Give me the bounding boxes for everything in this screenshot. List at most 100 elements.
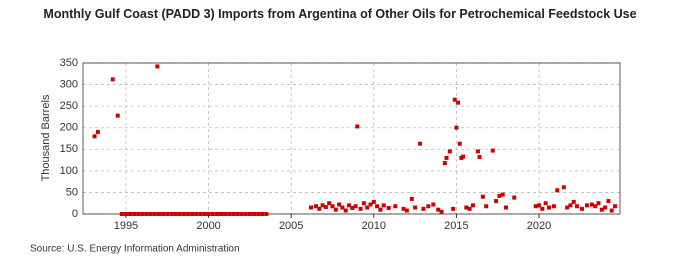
data-point: [452, 97, 457, 102]
data-point: [447, 149, 452, 154]
data-point: [457, 141, 462, 146]
data-point: [92, 134, 97, 139]
data-point: [123, 212, 128, 216]
data-point: [247, 212, 252, 216]
data-point: [401, 206, 406, 211]
data-point: [444, 155, 449, 160]
data-point: [579, 206, 584, 211]
x-tick-label: 2005: [279, 220, 303, 232]
data-point: [231, 212, 236, 216]
data-point: [467, 206, 472, 211]
data-point: [194, 212, 199, 216]
data-point: [606, 199, 611, 204]
data-point: [421, 206, 426, 211]
data-point: [353, 204, 358, 209]
data-point: [386, 205, 391, 210]
data-point: [140, 212, 145, 216]
data-point: [593, 204, 598, 209]
data-point: [110, 77, 115, 82]
data-point: [393, 204, 398, 209]
data-point: [95, 130, 100, 135]
y-tick-label: 300: [60, 78, 78, 90]
x-tick-label: 2000: [196, 220, 220, 232]
data-point: [490, 148, 495, 153]
data-point: [136, 212, 141, 216]
data-point: [589, 202, 594, 207]
data-point: [546, 205, 551, 210]
data-point: [115, 113, 120, 118]
data-point: [214, 212, 219, 216]
data-point: [461, 154, 466, 159]
data-point: [584, 203, 589, 208]
data-point: [413, 205, 418, 210]
plot-frame: [82, 62, 621, 215]
data-point: [260, 212, 265, 216]
data-point: [381, 203, 386, 208]
data-point: [442, 161, 447, 166]
data-point: [404, 208, 409, 213]
data-point: [202, 212, 207, 216]
data-point: [599, 207, 604, 212]
data-point: [365, 205, 370, 210]
data-point: [512, 195, 517, 200]
data-point: [575, 204, 580, 209]
data-point: [603, 205, 608, 210]
data-point: [206, 212, 211, 216]
y-tick-label: 0: [72, 208, 78, 220]
data-point: [198, 212, 203, 216]
data-point: [330, 204, 335, 209]
data-point: [436, 207, 441, 212]
data-point: [333, 207, 338, 212]
data-point: [409, 196, 414, 201]
data-point: [470, 203, 475, 208]
y-tick-label: 200: [60, 122, 78, 134]
x-tick-label: 2015: [444, 220, 468, 232]
data-point: [177, 212, 182, 216]
data-point: [355, 124, 360, 129]
data-point: [320, 203, 325, 208]
data-point: [596, 201, 601, 206]
chart-title: Monthly Gulf Coast (PADD 3) Imports from…: [43, 7, 637, 21]
data-point: [239, 212, 244, 216]
data-point: [252, 212, 257, 216]
data-point: [561, 185, 566, 190]
data-point: [503, 205, 508, 210]
data-point: [227, 212, 232, 216]
data-point: [157, 212, 162, 216]
data-point: [243, 212, 248, 216]
data-point: [161, 212, 166, 216]
data-point: [551, 204, 556, 209]
data-point: [327, 201, 332, 206]
y-tick-label: 350: [60, 57, 78, 69]
data-point: [218, 212, 223, 216]
data-point: [368, 202, 373, 207]
x-tick-label: 2020: [527, 220, 551, 232]
data-point: [264, 212, 269, 216]
data-point: [464, 205, 469, 210]
data-point: [480, 194, 485, 199]
data-point: [235, 212, 240, 216]
data-point: [439, 209, 444, 214]
data-point: [456, 100, 461, 105]
y-tick-label: 150: [60, 143, 78, 155]
x-tick-label: 1995: [114, 220, 138, 232]
data-point: [358, 206, 363, 211]
data-point: [543, 201, 548, 206]
data-point: [350, 205, 355, 210]
data-point: [565, 205, 570, 210]
data-point: [340, 205, 345, 210]
data-point: [173, 212, 178, 216]
x-tick-label: 2010: [362, 220, 386, 232]
data-point: [144, 212, 149, 216]
data-point: [477, 155, 482, 160]
data-point: [500, 192, 505, 197]
data-point: [313, 204, 318, 209]
data-point: [309, 205, 314, 210]
data-point: [418, 141, 423, 146]
data-point: [537, 203, 542, 208]
data-point: [613, 204, 618, 209]
data-point: [454, 125, 459, 130]
data-point: [361, 201, 366, 206]
